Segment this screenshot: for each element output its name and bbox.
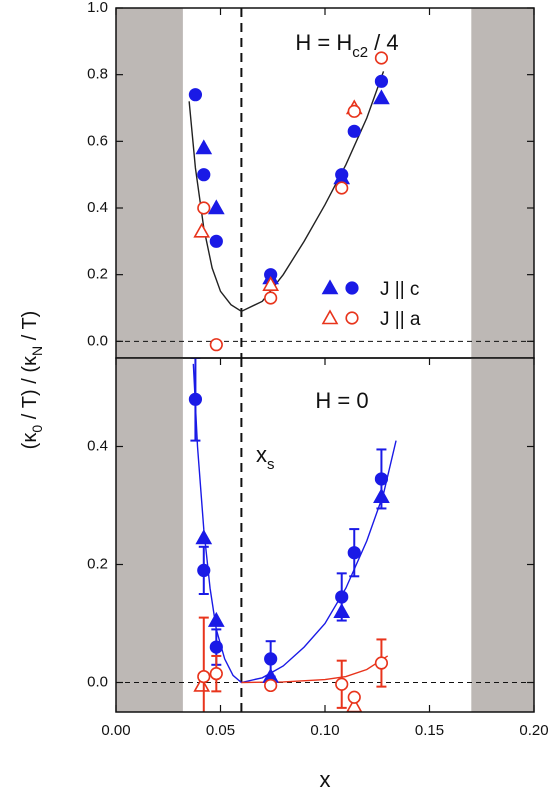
shaded-region xyxy=(116,8,183,358)
y-tick-label: 0.0 xyxy=(87,332,108,349)
circle-marker xyxy=(345,281,359,295)
x-tick-label: 0.00 xyxy=(101,722,130,739)
triangle-marker xyxy=(207,199,225,215)
text-part: / T) xyxy=(19,311,41,346)
circle-marker xyxy=(347,546,361,560)
circle-marker xyxy=(347,124,361,138)
text-part: / 4 xyxy=(368,30,399,55)
circle-marker xyxy=(209,234,223,248)
y-tick-label: 0.6 xyxy=(87,132,108,149)
y-tick-label: 1.0 xyxy=(87,0,108,16)
circle-marker xyxy=(347,690,361,704)
circle-marker xyxy=(209,640,223,654)
triangle-marker xyxy=(373,89,390,105)
y-tick-label: 0.4 xyxy=(87,199,108,216)
subscript: s xyxy=(267,456,275,473)
x-tick-label: 0.15 xyxy=(415,722,444,739)
shaded-region xyxy=(116,358,183,712)
circle-marker xyxy=(345,311,359,325)
y-tick-label: 0.0 xyxy=(87,673,108,690)
x-s-label: xs xyxy=(256,442,275,473)
triangle-marker xyxy=(193,222,211,238)
circle-marker xyxy=(374,656,389,670)
circle-marker xyxy=(335,168,349,182)
subscript: 0 xyxy=(29,425,45,433)
text-part: H = H xyxy=(295,30,352,55)
circle-marker xyxy=(188,392,203,406)
subscript: N xyxy=(29,346,45,356)
triangle-marker xyxy=(193,676,211,692)
circle-marker xyxy=(374,472,389,486)
circle-marker xyxy=(197,168,211,182)
panel xyxy=(116,358,534,712)
circle-marker xyxy=(335,590,349,604)
text-part: H = 0 xyxy=(315,388,368,413)
triangle-marker xyxy=(195,139,213,155)
annotation: H = Hc2 / 4 xyxy=(295,30,398,61)
fit-curve xyxy=(241,655,389,684)
subscript: c2 xyxy=(352,44,368,61)
text-part: / T) / (κ xyxy=(19,355,41,425)
circle-marker xyxy=(335,677,349,691)
y-tick-label: 0.4 xyxy=(87,437,108,454)
x-tick-label: 0.20 xyxy=(519,722,548,739)
shaded-region xyxy=(471,8,534,358)
y-axis-label: (κ0 / T) / (κN / T) xyxy=(19,311,45,450)
circle-marker xyxy=(209,667,223,681)
triangle-marker xyxy=(321,279,339,295)
y-tick-label: 0.2 xyxy=(87,555,108,572)
circle-marker xyxy=(374,51,389,65)
text-part: x xyxy=(256,442,267,467)
text-part: (κ xyxy=(19,432,41,450)
fit-curve xyxy=(192,363,397,684)
circle-marker xyxy=(188,88,203,102)
x-tick-label: 0.05 xyxy=(206,722,235,739)
annotation: H = 0 xyxy=(315,388,368,413)
circle-marker xyxy=(264,652,278,666)
shaded-region xyxy=(471,358,534,712)
triangle-marker xyxy=(321,309,339,325)
circle-marker xyxy=(197,201,211,215)
triangle-marker xyxy=(207,611,225,627)
circle-marker xyxy=(197,669,211,684)
circle-marker xyxy=(347,104,361,118)
circle-marker xyxy=(264,291,278,305)
circle-marker xyxy=(374,74,389,88)
circle-marker xyxy=(335,181,349,195)
circle-marker xyxy=(209,338,223,352)
panel xyxy=(116,8,534,358)
legend-label: J || c xyxy=(380,279,419,300)
x-axis-label: x xyxy=(320,767,331,792)
triangle-marker xyxy=(195,529,213,545)
y-tick-label: 0.2 xyxy=(87,266,108,283)
x-tick-label: 0.10 xyxy=(310,722,339,739)
circle-marker xyxy=(197,563,211,578)
legend-label: J || a xyxy=(380,309,421,330)
circle-marker xyxy=(264,678,278,693)
triangle-marker xyxy=(262,276,280,291)
y-tick-label: 0.8 xyxy=(87,66,108,83)
